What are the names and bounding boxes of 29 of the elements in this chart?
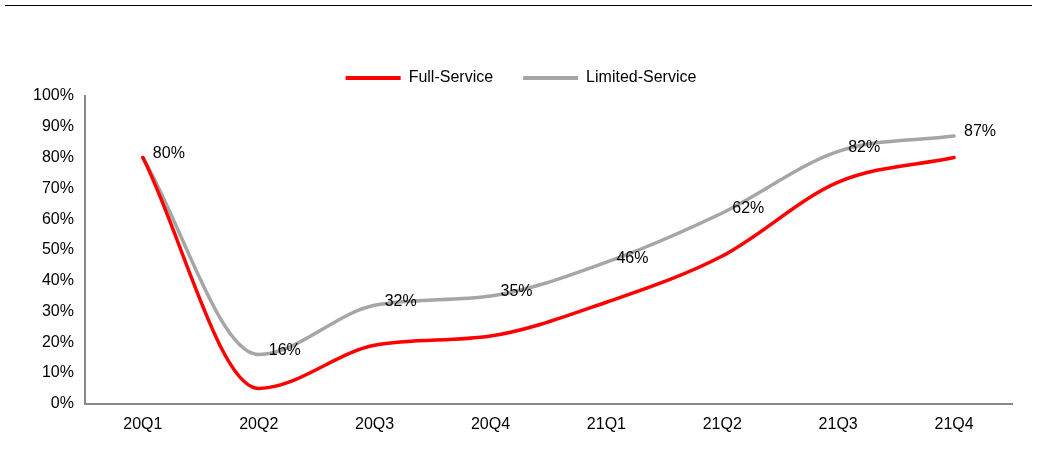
data-label: 62% xyxy=(732,199,765,217)
x-tick-label: 20Q2 xyxy=(239,414,279,432)
x-tick-label: 20Q4 xyxy=(470,414,511,432)
y-tick-label: 10% xyxy=(41,363,74,381)
data-label: 16% xyxy=(268,340,301,358)
y-tick-label: 0% xyxy=(50,394,74,412)
y-tick-label: 40% xyxy=(41,271,74,289)
y-tick-label: 70% xyxy=(41,178,74,196)
data-label: 82% xyxy=(848,137,881,155)
y-tick-label: 60% xyxy=(41,209,74,227)
legend-label: Limited-Service xyxy=(586,68,697,86)
y-tick-label: 20% xyxy=(41,332,74,350)
data-label: 35% xyxy=(500,282,533,300)
x-tick-label: 20Q1 xyxy=(123,414,163,432)
y-tick-label: 30% xyxy=(41,301,74,319)
y-tick-label: 100% xyxy=(33,86,74,104)
legend-label: Full-Service xyxy=(408,68,494,86)
data-label: 32% xyxy=(384,291,417,309)
x-tick-label: 21Q3 xyxy=(818,414,858,432)
data-label: 80% xyxy=(152,143,185,161)
x-tick-label: 20Q3 xyxy=(355,414,395,432)
x-tick-label: 21Q4 xyxy=(934,414,974,432)
x-tick-label: 21Q2 xyxy=(702,414,742,432)
data-label: 87% xyxy=(964,122,997,140)
x-tick-label: 21Q1 xyxy=(586,414,627,432)
y-tick-label: 80% xyxy=(41,147,74,165)
y-tick-label: 90% xyxy=(41,117,74,135)
data-label: 46% xyxy=(616,248,649,266)
y-tick-label: 50% xyxy=(41,240,74,258)
